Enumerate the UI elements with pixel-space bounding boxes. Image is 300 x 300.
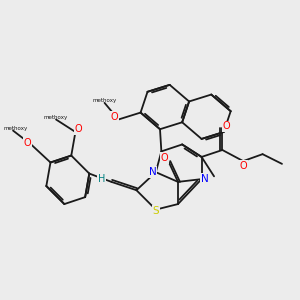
Text: N: N	[148, 167, 156, 177]
Text: O: O	[160, 153, 168, 163]
Text: methoxy: methoxy	[44, 115, 68, 120]
Text: S: S	[152, 206, 159, 216]
Text: O: O	[24, 138, 32, 148]
Text: H: H	[98, 174, 106, 184]
Text: N: N	[201, 174, 209, 184]
Text: methoxy: methoxy	[92, 98, 117, 103]
Text: O: O	[110, 112, 118, 122]
Text: methoxy: methoxy	[4, 126, 28, 131]
Text: O: O	[223, 122, 230, 131]
Text: O: O	[75, 124, 82, 134]
Text: O: O	[239, 161, 247, 171]
